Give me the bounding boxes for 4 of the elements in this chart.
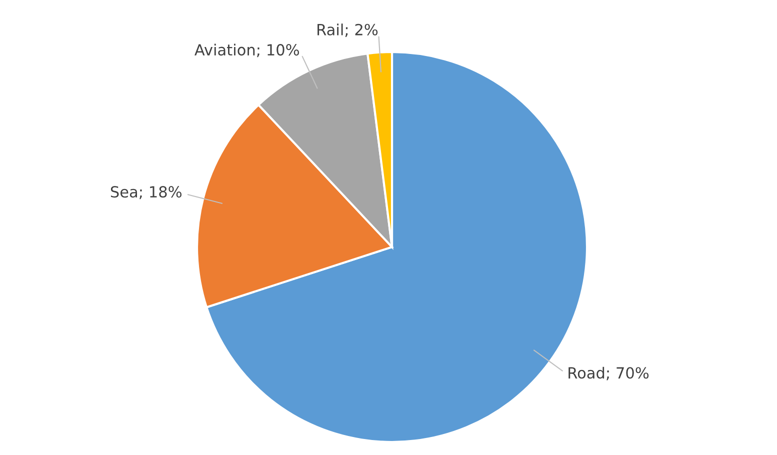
slice-label: Sea; 18% — [110, 186, 182, 200]
slice-label: Rail; 2% — [318, 24, 378, 37]
slice-label: Aviation; 10% — [194, 44, 299, 58]
slice-label: Road; 70% — [568, 366, 649, 380]
